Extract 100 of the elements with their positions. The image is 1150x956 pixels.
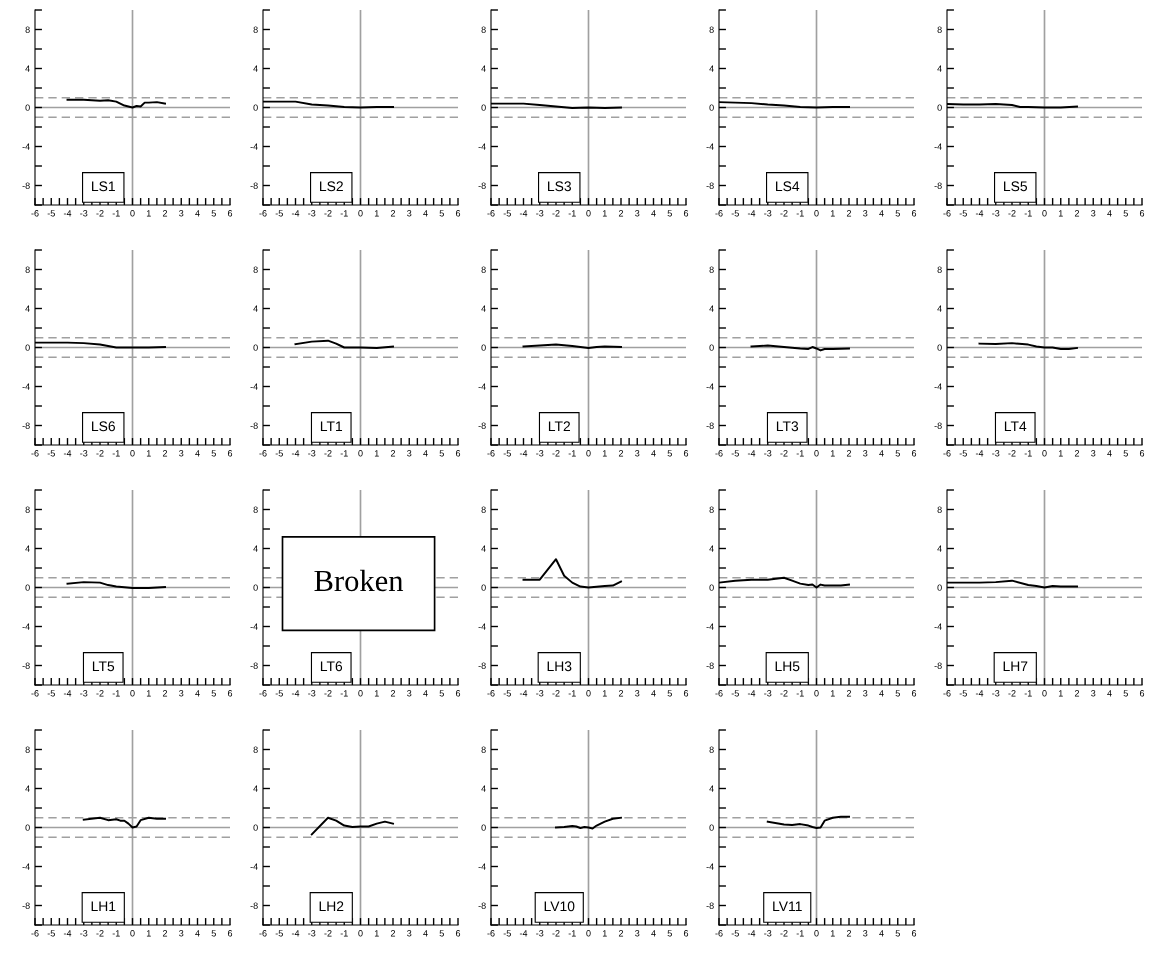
y-tick-label: 4 [937,65,942,72]
x-tick-label: 3 [179,450,184,457]
annotation: LS6 [92,421,115,432]
x-tick-label: -5 [275,930,283,937]
x-tick-label: -5 [47,210,55,217]
x-tick-label: 5 [211,930,216,937]
x-tick-label: 3 [1091,210,1096,217]
x-tick-label: -3 [308,690,316,697]
y-tick-label: -4 [934,623,942,630]
x-tick-label: 0 [814,210,819,217]
x-tick-label: -3 [80,210,88,217]
x-tick-label: 4 [879,450,884,457]
x-tick-label: 6 [227,210,233,217]
x-tick-label: 0 [130,210,135,217]
y-tick-label: -4 [22,623,30,630]
y-tick-label: 0 [481,104,486,111]
x-tick-label: 5 [1123,450,1128,457]
y-tick-label: -4 [250,383,258,390]
annotation: LS3 [548,181,571,192]
x-tick-label: 0 [358,210,363,217]
y-tick-label: -4 [706,143,714,150]
y-tick-label: 8 [25,266,30,273]
x-tick-label: 6 [1139,450,1145,457]
x-tick-label: -1 [340,210,348,217]
annotation: LT4 [1004,421,1027,432]
x-tick-label: -1 [796,930,804,937]
y-tick-label: -4 [22,383,30,390]
y-tick-label: 0 [709,104,714,111]
x-tick-label: -3 [764,930,772,937]
annotation: LS4 [776,181,800,192]
x-tick-label: 4 [423,450,428,457]
x-tick-label: -3 [764,690,772,697]
x-tick-label: 1 [830,690,835,697]
x-tick-label: -4 [63,210,72,217]
x-tick-label: 1 [1058,450,1063,457]
x-tick-label: 4 [195,930,200,937]
y-tick-label: 8 [253,506,258,513]
x-tick-label: 1 [374,690,379,697]
x-tick-label: 5 [1123,210,1128,217]
x-tick-label: 2 [162,930,168,937]
x-tick-label: 3 [179,210,184,217]
y-tick-label: -4 [706,383,714,390]
y-tick-label: 8 [253,26,258,33]
x-tick-label: -2 [780,210,788,217]
annotation: LH3 [547,661,572,672]
y-tick-label: 8 [481,266,486,273]
x-tick-label: 3 [863,450,868,457]
x-tick-label: 2 [618,210,624,217]
y-tick-label: 4 [709,785,714,792]
y-tick-label: 8 [481,26,486,33]
annotation: LV10 [544,901,575,912]
y-tick-label: 8 [937,26,942,33]
x-tick-label: 6 [683,210,689,217]
x-tick-label: -5 [503,210,511,217]
x-tick-label: -5 [959,210,967,217]
x-tick-label: 2 [1074,450,1080,457]
annotation: LH2 [319,901,344,912]
y-tick-label: -4 [478,623,486,630]
annotation: LT1 [320,421,343,432]
x-tick-label: -3 [992,450,1000,457]
x-tick-label: 5 [439,450,444,457]
x-tick-label: 5 [439,210,444,217]
x-tick-label: -2 [324,210,332,217]
x-tick-label: 6 [911,450,917,457]
x-tick-label: 2 [846,210,852,217]
y-tick-label: -8 [22,422,30,429]
x-tick-label: -1 [1024,450,1032,457]
y-tick-label: -8 [478,662,486,669]
x-tick-label: -6 [259,690,267,697]
y-tick-label: -8 [22,902,30,909]
x-tick-label: 1 [602,690,607,697]
x-tick-label: -1 [112,210,120,217]
x-tick-label: -2 [1008,450,1016,457]
y-tick-label: -8 [250,662,258,669]
y-tick-label: 4 [709,545,714,552]
x-tick-label: 4 [195,690,200,697]
x-tick-label: 1 [830,930,835,937]
y-tick-label: -4 [250,143,258,150]
x-tick-label: 2 [162,690,168,697]
x-tick-label: 2 [1074,210,1080,217]
x-tick-label: -5 [731,690,739,697]
x-tick-label: -2 [552,930,560,937]
y-tick-label: 8 [709,506,714,513]
x-tick-label: 3 [407,930,412,937]
x-tick-label: 6 [683,690,689,697]
y-tick-label: -4 [934,383,942,390]
x-tick-label: 1 [146,210,151,217]
x-tick-label: -5 [731,930,739,937]
x-tick-label: 4 [423,690,428,697]
x-tick-label: -5 [503,450,511,457]
x-tick-label: 0 [586,210,591,217]
x-tick-label: -4 [747,930,756,937]
x-tick-label: 5 [439,690,444,697]
x-tick-label: -1 [796,450,804,457]
y-tick-label: 8 [709,26,714,33]
y-tick-label: 8 [25,26,30,33]
x-tick-label: 4 [195,450,200,457]
y-tick-label: 0 [709,344,714,351]
x-tick-label: 6 [455,690,461,697]
x-tick-label: -3 [992,210,1000,217]
